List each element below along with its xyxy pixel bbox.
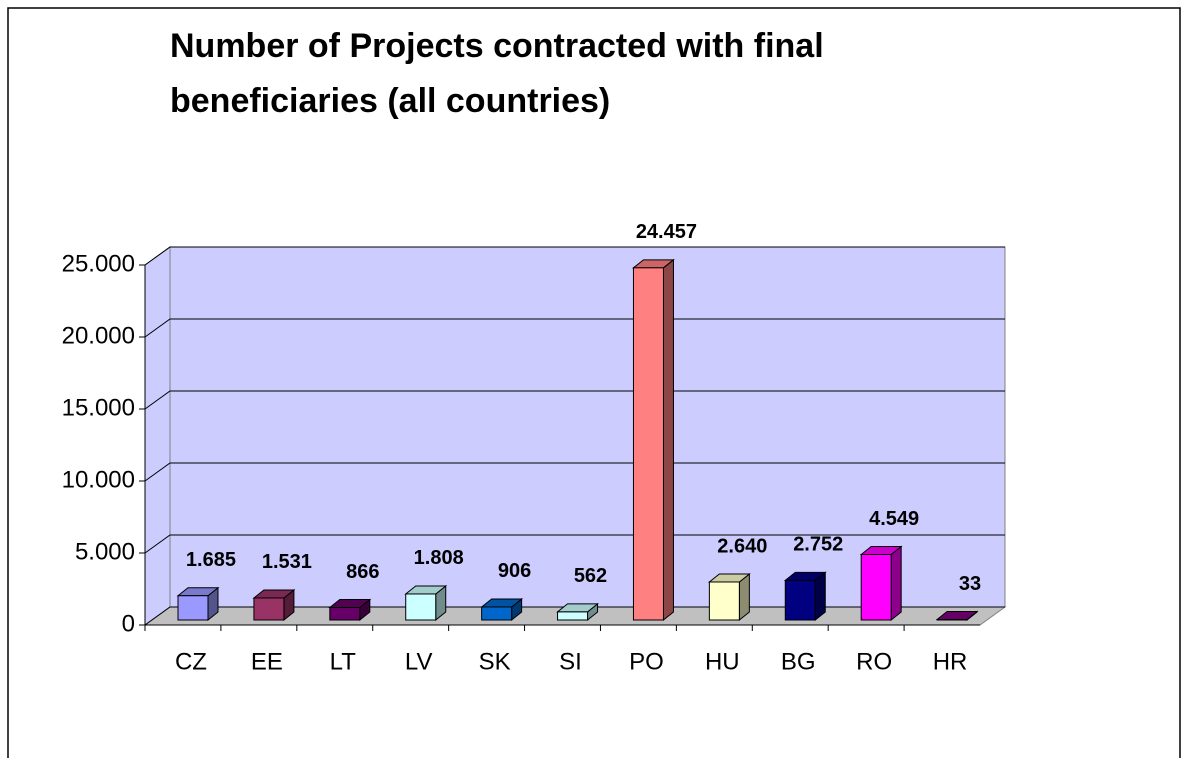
side-wall <box>144 246 171 626</box>
x-tick-label: SK <box>479 648 511 675</box>
bar <box>253 597 285 621</box>
bar <box>784 579 816 621</box>
x-tick-label: LV <box>405 648 433 675</box>
chart-title: beneficiaries (all countries) <box>170 82 610 120</box>
bar-side <box>662 258 674 622</box>
value-label: 1.808 <box>414 547 464 569</box>
value-label: 1.685 <box>186 549 236 571</box>
bar <box>329 607 361 621</box>
grid-line <box>144 318 1005 338</box>
bar <box>177 595 209 621</box>
value-label: 24.457 <box>636 221 697 243</box>
x-tick-label: SI <box>559 648 582 675</box>
grid-line <box>144 462 1005 482</box>
chart-border <box>7 7 1181 758</box>
grid-line <box>144 246 1005 266</box>
chart-title: Number of Projects contracted with final <box>170 27 824 65</box>
value-label: 562 <box>574 565 607 587</box>
y-tick-label: 5.000 <box>75 538 135 565</box>
bar <box>405 593 437 621</box>
y-tick-label: 15.000 <box>62 394 135 421</box>
bar <box>557 611 589 621</box>
bar <box>632 267 664 621</box>
x-tick-label: LT <box>330 648 357 675</box>
y-tick-label: 25.000 <box>62 250 135 277</box>
x-tick-label: HR <box>933 648 968 675</box>
bar <box>481 606 513 621</box>
x-tick-label: BG <box>781 648 816 675</box>
x-tick-label: EE <box>251 648 283 675</box>
value-label: 1.531 <box>262 551 312 573</box>
value-label: 866 <box>346 561 379 583</box>
value-label: 906 <box>498 560 531 582</box>
x-tick-label: CZ <box>175 648 207 675</box>
x-tick-label: HU <box>705 648 740 675</box>
y-tick-label: 10.000 <box>62 466 135 493</box>
bar <box>708 581 740 621</box>
x-tick-label: RO <box>856 648 892 675</box>
bar-side <box>890 545 902 622</box>
value-label: 2.640 <box>717 535 767 557</box>
value-label: 33 <box>959 573 981 595</box>
grid-line <box>144 390 1005 410</box>
value-label: 2.752 <box>793 534 843 556</box>
x-tick-label: PO <box>629 648 664 675</box>
value-label: 4.549 <box>869 508 919 530</box>
bar <box>860 553 892 621</box>
grid-line <box>144 534 1005 554</box>
y-tick-label: 20.000 <box>62 322 135 349</box>
y-tick-label: 0 <box>122 610 135 637</box>
